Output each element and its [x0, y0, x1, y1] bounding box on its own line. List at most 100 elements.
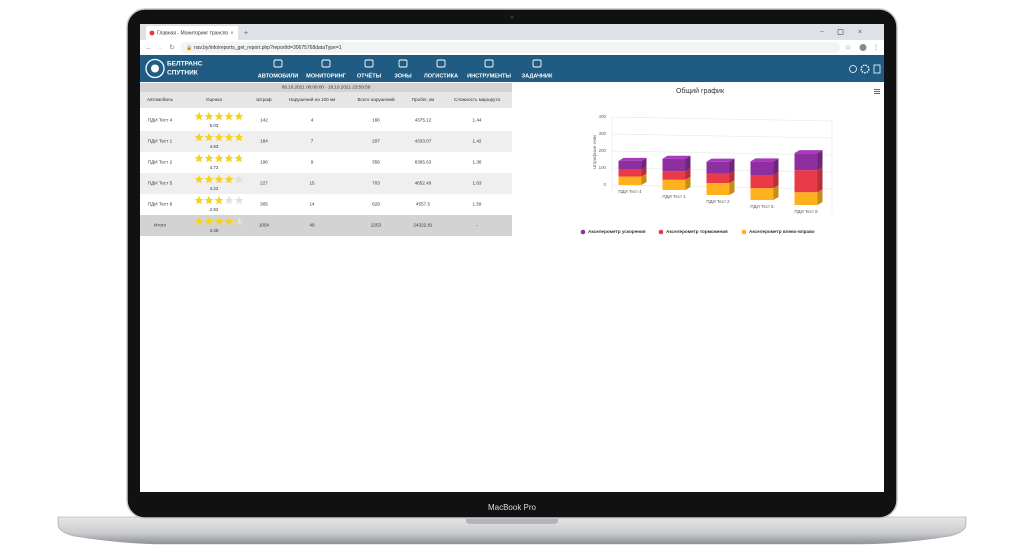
tab-icon [149, 30, 155, 36]
star [214, 216, 224, 226]
settings-icon[interactable] [860, 64, 870, 74]
star [194, 195, 204, 205]
menu-icon [532, 59, 542, 68]
bar-segment-side [773, 158, 779, 176]
period-row [140, 83, 512, 92]
bar-segment-side [817, 167, 823, 193]
logo-text: БЕЛТРАНС [167, 61, 203, 68]
bar-segment [662, 179, 686, 190]
cell: 358 [372, 160, 380, 165]
cell: 6365.63 [415, 160, 432, 165]
bar-segment-side [729, 180, 735, 195]
menu-item[interactable]: ИНСТРУМЕНТЫ [467, 59, 511, 79]
legend-item[interactable]: Акселерометр ускорения [580, 229, 646, 235]
app-header [140, 55, 884, 82]
close-window[interactable]: × [858, 29, 862, 36]
grid-line [611, 133, 833, 139]
bar-segment-side [685, 176, 691, 190]
legend-item[interactable]: Акселерометр торможения [658, 229, 728, 235]
chart-title: Общий график [676, 87, 725, 95]
legend-item[interactable]: Акселерометр влево-вправо [741, 229, 815, 235]
table-row [140, 173, 512, 194]
star [224, 132, 234, 142]
cell: 196 [260, 160, 268, 165]
y-tick-label: 200 [599, 148, 607, 153]
cell: 227 [260, 181, 268, 186]
rating: 4.22 [210, 186, 219, 191]
tab-close[interactable]: × [231, 30, 234, 36]
new-tab[interactable]: + [244, 30, 248, 37]
period: 06.10.2021 00:00:00 - 18.10.2021 23:59:5… [282, 85, 371, 90]
star [214, 132, 224, 142]
column-header: Пробег, км [412, 97, 434, 102]
cell: 142 [260, 118, 268, 123]
menu-label: МОНИТОРИНГ [306, 73, 346, 79]
bar-segment [750, 188, 774, 200]
rating: 2.92 [210, 207, 219, 212]
menu-item[interactable]: МОНИТОРИНГ [306, 59, 347, 79]
cell: 7 [311, 139, 314, 144]
bookmark[interactable]: ☆ [845, 43, 851, 51]
rating: 4.35 [210, 228, 219, 233]
avatar[interactable] [859, 44, 867, 51]
bar-segment [706, 161, 730, 174]
menu-item[interactable]: АВТОМОБИЛИ [258, 59, 299, 79]
menu-item[interactable]: ЗОНЫ [394, 59, 412, 79]
table-row [140, 215, 512, 236]
address-bar[interactable] [180, 42, 840, 53]
reload[interactable]: ↻ [169, 44, 175, 51]
cell: 4652.49 [415, 181, 432, 186]
logout-icon[interactable] [873, 64, 881, 74]
menu-label: ЗАДАЧНИК [522, 73, 553, 79]
star [204, 132, 214, 142]
cell: - [476, 223, 478, 228]
chart-menu[interactable] [874, 89, 880, 94]
browser-menu[interactable]: ⋮ [873, 45, 879, 51]
cell: ПДИ Тест 8 [148, 202, 173, 207]
y-tick-label: 300 [599, 131, 607, 136]
cell: ПДИ Тест 4 [148, 118, 173, 123]
cell: 4557.5 [416, 202, 430, 207]
legend-label: Акселерометр ускорения [588, 229, 646, 234]
star-empty [224, 195, 234, 205]
bar-segment-side [641, 157, 647, 170]
column-header: Всего нарушений [357, 96, 395, 102]
phone-icon[interactable] [849, 65, 857, 73]
cell: 1054 [259, 223, 270, 228]
menu-icon [484, 59, 494, 68]
column-header: Штраф [256, 97, 271, 102]
bar-segment-top [794, 150, 823, 154]
x-tick-label: ПДИ Тест 4 [618, 189, 642, 194]
star [204, 153, 214, 163]
column-header: Сложность маршрута [454, 97, 501, 102]
tab[interactable] [146, 26, 238, 40]
menu-item[interactable]: ЛОГИСТИКА [424, 59, 458, 79]
legend-label: Акселерометр торможения [666, 229, 728, 234]
bar-segment [750, 161, 774, 176]
column-header: Нарушений на 100 км [289, 96, 335, 102]
forward[interactable]: → [157, 44, 164, 51]
menu-item[interactable]: ОТЧЁТЫ [357, 59, 382, 79]
bar-segment-side [817, 189, 823, 205]
cell: ПДИ Тест 2 [148, 160, 173, 165]
bar-segment [662, 158, 686, 172]
cell: 629 [372, 202, 380, 207]
star [214, 174, 224, 184]
x-tick-label: ПДИ Тест 8 [794, 209, 818, 214]
maximize[interactable] [837, 29, 844, 35]
menu-item[interactable]: ЗАДАЧНИК [522, 59, 553, 79]
minimize[interactable]: – [820, 30, 824, 36]
star [224, 111, 234, 121]
y-tick-label: 0 [604, 182, 607, 187]
x-tick-label: ПДИ Тест 5 [750, 204, 774, 209]
star [234, 219, 238, 226]
back[interactable]: ← [146, 44, 153, 51]
cell: ПДИ Тест 5 [148, 181, 173, 186]
rating: 4.93 [210, 144, 219, 149]
bar-segment [618, 176, 642, 185]
star [204, 111, 214, 121]
bar-segment [618, 169, 642, 177]
column-header: Оценка [206, 97, 222, 102]
menu-label: ОТЧЁТЫ [357, 72, 382, 79]
logo-text: СПУТНИК [167, 70, 198, 77]
